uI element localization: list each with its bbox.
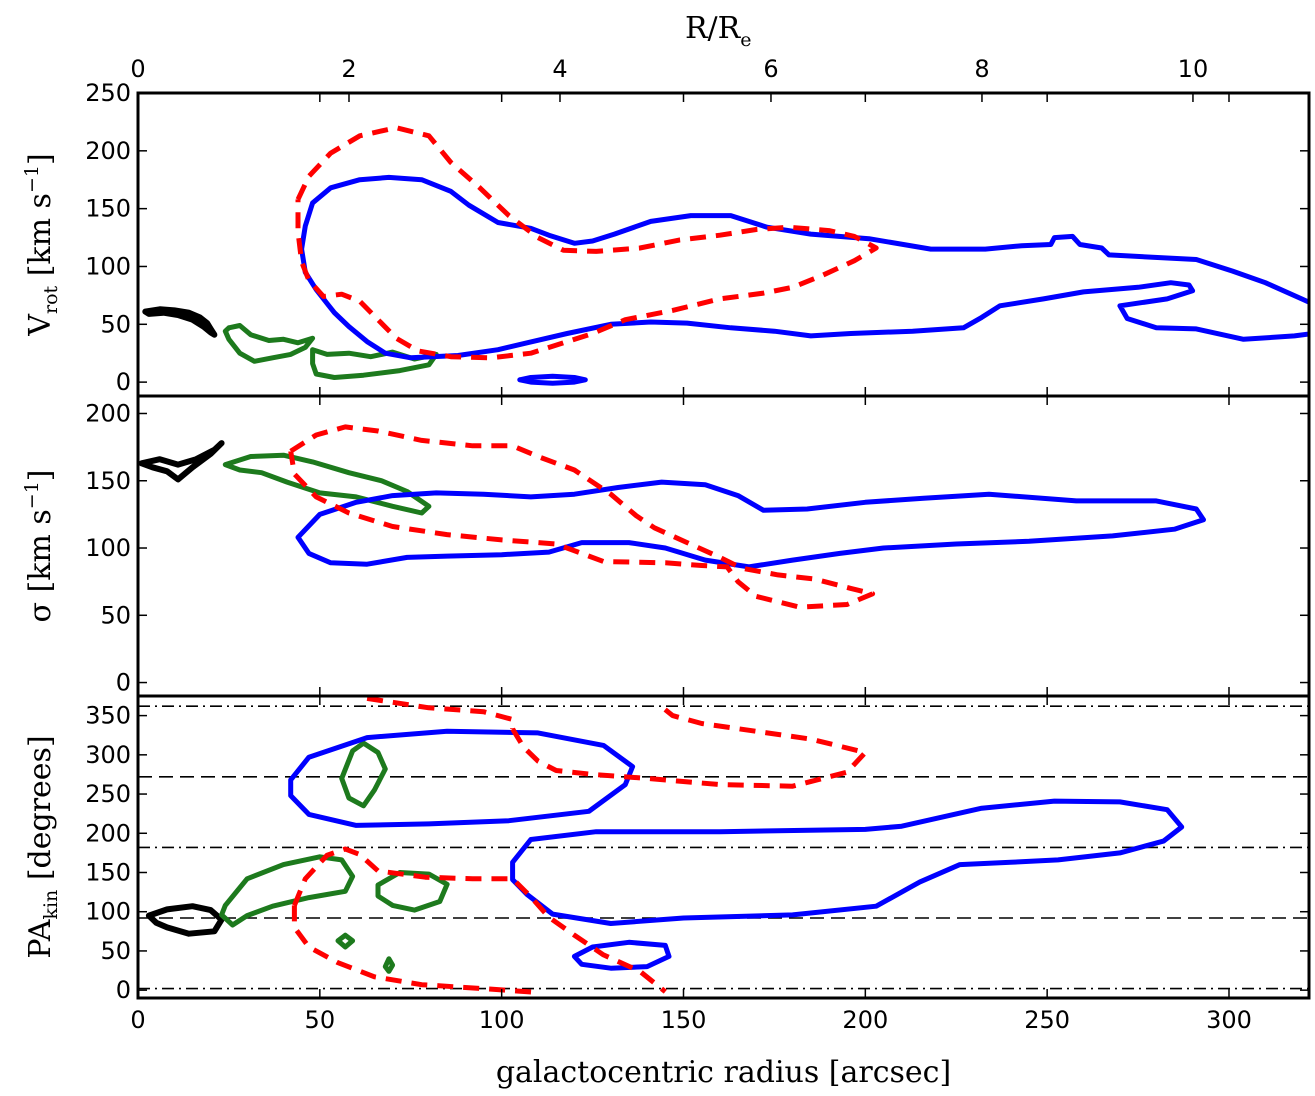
contours-sigma xyxy=(138,424,1206,610)
bottom-radius-axis: 0 50 100 150 200 250 300 xyxy=(130,1006,1252,1034)
y-tick-label: 0 xyxy=(116,368,131,396)
y-tick-label: 0 xyxy=(116,976,131,1004)
black-contour xyxy=(142,306,218,338)
y-tick-label: 250 xyxy=(85,79,131,107)
green-contour xyxy=(382,956,396,974)
blue-contour xyxy=(295,479,1206,570)
contours-vrot xyxy=(142,125,1309,386)
top-tick-label: 10 xyxy=(1178,55,1209,83)
y-tick-label: 200 xyxy=(85,399,131,427)
panel-frame xyxy=(136,394,1311,698)
x-tick-label: 100 xyxy=(479,1006,525,1034)
y-tick-label: 100 xyxy=(85,252,131,280)
panel-pa: 0 50 100 150 200 250 300 350 PAkin [degrees] xyxy=(23,694,1311,1004)
y-tick-label: 50 xyxy=(100,601,131,629)
top-tick-label: 0 xyxy=(130,55,145,83)
panel-sigma: 0 50 100 150 200 σ [km s−1] xyxy=(21,394,1311,698)
x-tick-label: 250 xyxy=(1024,1006,1070,1034)
red-contour xyxy=(366,696,516,729)
top-tick-label: 6 xyxy=(763,55,778,83)
black-contour xyxy=(138,440,225,483)
y-tick-label: 200 xyxy=(85,819,131,847)
red-contour xyxy=(510,701,868,789)
green-contour xyxy=(375,870,450,913)
green-contour xyxy=(222,323,316,364)
y-tick-label: 50 xyxy=(100,937,131,965)
x-tick-label: 300 xyxy=(1206,1006,1252,1034)
blue-contour xyxy=(288,728,636,828)
y-axis-title-pa: PAkin [degrees] xyxy=(23,735,62,958)
y-axis-title-sigma: σ [km s−1] xyxy=(21,469,58,622)
red-contour xyxy=(291,905,539,995)
black-contour xyxy=(145,903,225,937)
y-tick-label: 150 xyxy=(85,858,131,886)
y-tick-label: 50 xyxy=(100,310,131,338)
y-axis-title-vrot: Vrot [km s−1] xyxy=(21,153,62,336)
top-r-over-re-axis: 0 2 4 6 8 10 xyxy=(130,55,1208,102)
red-contour xyxy=(288,424,876,610)
top-tick-label: 4 xyxy=(552,55,567,83)
panel-frame xyxy=(136,694,1311,1000)
y-tick-label: 150 xyxy=(85,195,131,223)
green-contour xyxy=(222,452,432,516)
green-contour xyxy=(339,740,388,809)
blue-contour xyxy=(299,174,1309,361)
green-contour xyxy=(335,932,356,950)
panel-vrot: 0 50 100 150 200 250 Vrot [km s−1] xyxy=(21,79,1311,398)
blue-contour xyxy=(571,939,672,971)
y-tick-label: 200 xyxy=(85,137,131,165)
y-tick-label: 100 xyxy=(85,534,131,562)
x-tick-label: 150 xyxy=(661,1006,707,1034)
top-axis-title: R/Re xyxy=(685,11,752,51)
y-tick-label: 0 xyxy=(116,669,131,697)
panels: 0 50 100 150 200 250 Vrot [km s−1] 0 50 100 150 200… xyxy=(21,79,1311,1004)
x-tick-label: 50 xyxy=(305,1006,336,1034)
x-tick-label: 0 xyxy=(130,1006,145,1034)
y-tick-label: 300 xyxy=(85,741,131,769)
y-tick-label: 150 xyxy=(85,467,131,495)
top-tick-label: 8 xyxy=(974,55,989,83)
blue-contour xyxy=(510,798,1185,926)
y-tick-label: 350 xyxy=(85,702,131,730)
red-contour xyxy=(292,846,667,994)
green-contour xyxy=(219,854,356,928)
top-tick-label: 2 xyxy=(341,55,356,83)
y-tick-label: 250 xyxy=(85,780,131,808)
green-contour xyxy=(310,347,439,380)
blue-contour xyxy=(517,373,588,386)
contours-pa xyxy=(145,696,1185,995)
y-tick-label: 100 xyxy=(85,898,131,926)
bottom-axis-title: galactocentric radius [arcsec] xyxy=(496,1055,951,1090)
x-tick-label: 200 xyxy=(842,1006,888,1034)
